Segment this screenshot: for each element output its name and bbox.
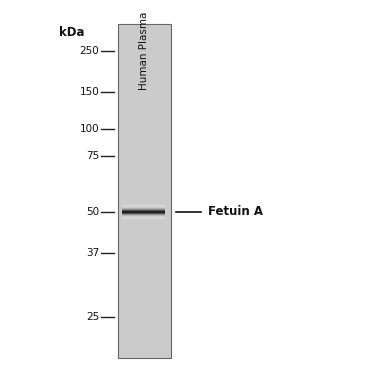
Bar: [118, 24, 171, 358]
Bar: [122, 206, 165, 207]
Bar: [122, 211, 165, 212]
Bar: [122, 211, 165, 212]
Bar: [122, 208, 165, 209]
Text: 75: 75: [86, 151, 99, 160]
Bar: [122, 210, 165, 211]
Bar: [122, 211, 165, 212]
Text: kDa: kDa: [58, 27, 84, 39]
Bar: [122, 216, 165, 217]
Bar: [122, 214, 165, 215]
Text: 100: 100: [80, 124, 99, 134]
Bar: [122, 213, 165, 214]
Text: 250: 250: [80, 46, 99, 56]
Bar: [122, 218, 165, 219]
Bar: [122, 216, 165, 217]
Bar: [122, 216, 165, 217]
Bar: [122, 207, 165, 208]
Bar: [122, 217, 165, 218]
Text: Fetuin A: Fetuin A: [208, 206, 263, 218]
Bar: [122, 215, 165, 216]
Bar: [122, 206, 165, 207]
Bar: [122, 206, 165, 207]
Bar: [122, 205, 165, 206]
Bar: [122, 207, 165, 208]
Bar: [122, 212, 165, 213]
Text: 37: 37: [86, 248, 99, 258]
Text: Human Plasma: Human Plasma: [140, 11, 149, 90]
Bar: [122, 209, 165, 210]
Bar: [122, 217, 165, 218]
Bar: [122, 213, 165, 214]
Bar: [122, 214, 165, 215]
Bar: [122, 210, 165, 211]
Text: 150: 150: [80, 87, 99, 97]
Text: 25: 25: [86, 312, 99, 322]
Bar: [122, 205, 165, 206]
Text: 50: 50: [86, 207, 99, 217]
Bar: [122, 212, 165, 213]
Bar: [122, 208, 165, 209]
Bar: [122, 215, 165, 216]
Bar: [122, 209, 165, 210]
